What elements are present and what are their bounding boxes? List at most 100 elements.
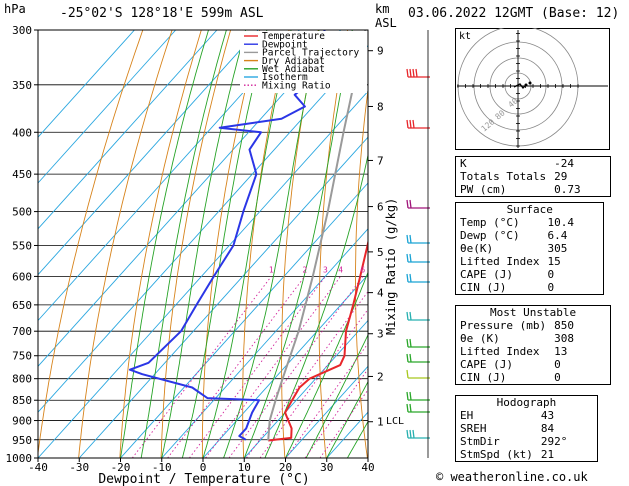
mixing-ratio-line [285, 342, 368, 458]
mixing-ratio-line [228, 276, 364, 458]
parcel-trajectory-line [267, 30, 367, 441]
isotherm-line [38, 30, 135, 138]
legend-item: Parcel Trajectory [262, 48, 360, 59]
isotherm-line [161, 228, 368, 458]
km-tick-label: 5 [377, 246, 384, 259]
dry-adiabat-line [425, 30, 450, 458]
mixing-ratio-line [189, 276, 326, 458]
wind-barb-feather [409, 273, 412, 283]
mu-value: 13 [554, 345, 568, 358]
km-tick-label: 6 [377, 201, 384, 214]
temperature-tick-label: 20 [279, 461, 292, 474]
dry-adiabat-line [242, 30, 290, 458]
isotherm-line [120, 182, 368, 458]
hodograph-trace [513, 83, 527, 89]
hodo-label: StmSpd (kt) [460, 448, 533, 461]
mu-label: CIN (J) [460, 371, 507, 384]
mu-value: 850 [554, 319, 574, 332]
pressure-tick-label: 600 [12, 270, 32, 283]
wind-barb-feather [409, 338, 412, 348]
pressure-tick-label: 350 [12, 79, 32, 92]
wind-barb-feather [406, 311, 409, 321]
wind-barb-feather [409, 429, 412, 439]
lcl-label: LCL [386, 416, 404, 427]
dry-adiabat-line [119, 30, 202, 458]
hodograph-table: Hodograph EH 43 SREH 84 StmDir 292° StmSpd … [455, 395, 598, 462]
surface-table: Surface Temp (°C) 10.4 Dewp (°C) 6.4 θe(K)… [455, 202, 605, 295]
temperature-tick-label: 30 [320, 461, 333, 474]
index-value: -24 [554, 157, 574, 170]
surface-value: 0 [547, 268, 555, 281]
dry-adiabat-line [281, 30, 319, 458]
pressure-tick-label: 900 [12, 415, 32, 428]
dewpoint-line [128, 30, 336, 441]
hodograph-frame [455, 28, 610, 150]
isotherm-line [38, 44, 368, 413]
surface-value: 15 [547, 255, 561, 268]
isotherm-line [285, 365, 368, 458]
wet-adiabat-line [264, 153, 368, 458]
legend-item: Temperature [262, 31, 325, 42]
wind-barb-feather [412, 68, 415, 78]
wet-adiabat-line [140, 30, 227, 458]
wind-barb-feather [406, 253, 409, 263]
mixing-ratio-label: 3 [323, 265, 328, 274]
index-value: 29 [554, 170, 568, 183]
isotherm-line [38, 90, 368, 458]
pressure-tick-label: 950 [12, 434, 32, 447]
most-unstable-table: Most Unstable Pressure (mb) 850 θe (K) 308… [455, 305, 612, 385]
pressure-tick-label: 750 [12, 350, 32, 363]
km-tick-label: 2 [377, 370, 384, 383]
isotherm-line [202, 273, 368, 458]
index-row-pw: PW (cm) 0.73 [456, 183, 611, 197]
legend-box [240, 31, 367, 93]
wind-barb-feather [406, 338, 409, 348]
pressure-tick-label: 550 [12, 239, 32, 252]
wind-barb-feather [409, 68, 412, 78]
mu-label: CAPE (J) [460, 358, 513, 371]
mu-value: 0 [554, 358, 561, 371]
mixing-ratio-label: 1 [269, 265, 274, 274]
wind-barb-feather [406, 391, 409, 401]
wind-barb-feather [409, 391, 412, 401]
mixing-ratio-label: 4 [338, 265, 343, 274]
mixing-ratio-line [167, 276, 306, 458]
surface-label: θe(K) [460, 242, 494, 255]
pressure-tick-label: 800 [12, 373, 32, 386]
surface-value: 0 [547, 281, 555, 294]
mu-value: 308 [554, 332, 574, 345]
dry-adiabat-line [201, 30, 261, 458]
hodograph-unit-label: kt [459, 31, 471, 42]
isotherm-line [367, 457, 368, 458]
surface-value: 10.4 [547, 216, 574, 229]
surface-title: Surface [506, 203, 553, 216]
surface-value: 6.4 [547, 229, 568, 242]
temperature-line [268, 238, 368, 442]
wind-barb-feather [412, 429, 415, 439]
index-label: PW (cm) [460, 183, 507, 196]
wet-adiabat-line [243, 30, 353, 458]
surface-label: Lifted Index [460, 255, 540, 268]
y-axis-label: hPa [4, 2, 26, 16]
temperature-tick-label: -40 [28, 461, 48, 474]
pressure-tick-label: 400 [12, 126, 32, 139]
km-tick-label: 3 [377, 328, 384, 341]
wind-barb-feather [406, 68, 409, 78]
wet-adiabat-line [161, 30, 247, 458]
hodo-value: 21 [540, 448, 555, 461]
index-value: 0.73 [554, 183, 581, 196]
wind-barb-feather [406, 273, 409, 283]
isotherm-line [38, 30, 342, 368]
legend-item: Dry Adiabat [262, 56, 325, 67]
wind-barb-feather [415, 68, 418, 78]
km-tick-label: 1 [377, 416, 384, 429]
wet-adiabat-line [326, 380, 368, 458]
isotherm-line [38, 30, 259, 276]
isotherm-line [38, 30, 177, 184]
hodo-label: EH [460, 409, 474, 422]
pressure-tick-label: 650 [12, 299, 32, 312]
wind-barb-feather [409, 353, 412, 363]
hodo-label: StmDir [460, 435, 500, 448]
km-tick-label: 7 [377, 154, 384, 167]
